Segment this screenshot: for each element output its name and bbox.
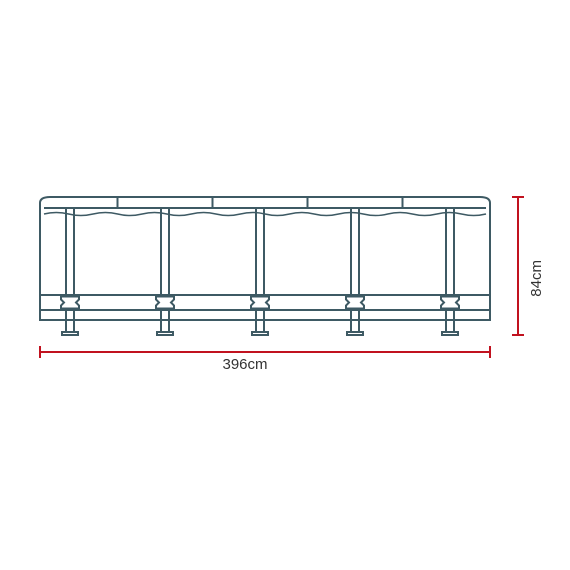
pool-diagram-svg xyxy=(0,0,570,570)
diagram-canvas: 396cm 84cm xyxy=(0,0,570,570)
height-dimension-label: 84cm xyxy=(528,260,545,297)
width-dimension-label: 396cm xyxy=(0,356,490,373)
